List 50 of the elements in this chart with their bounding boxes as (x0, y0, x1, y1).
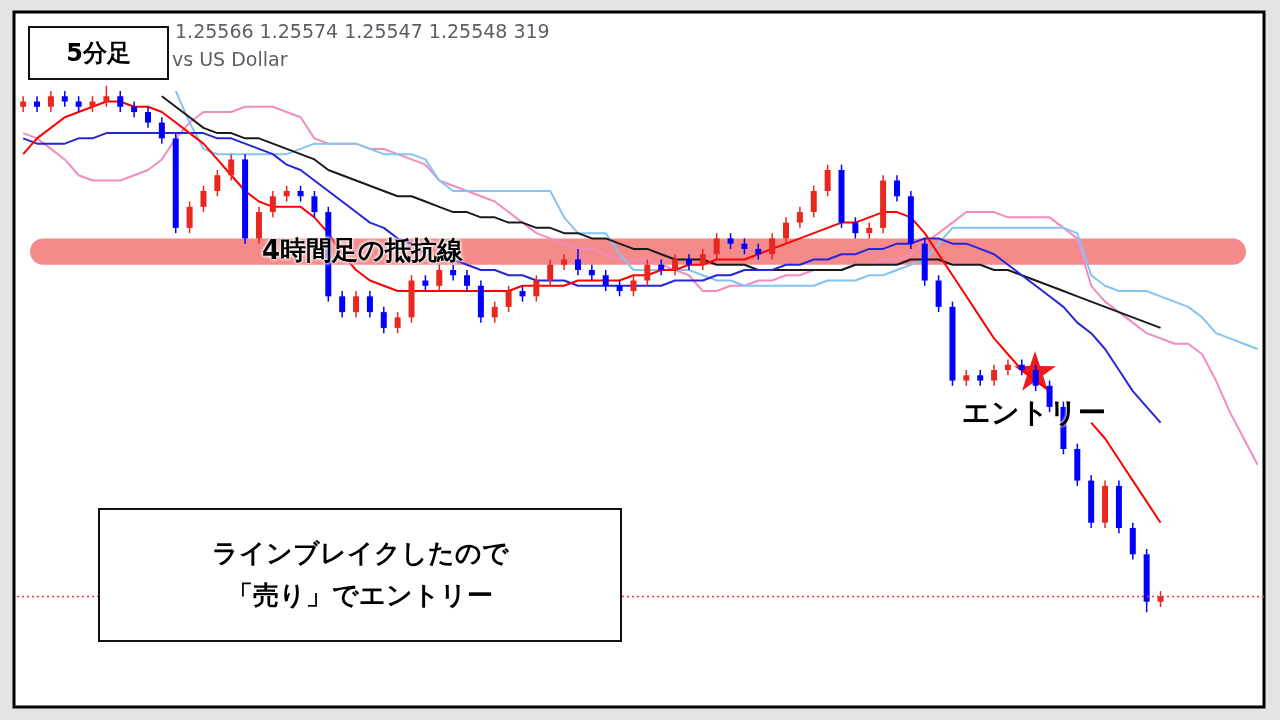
candlestick (228, 153, 235, 182)
candlestick (144, 106, 151, 129)
candlestick (269, 190, 276, 219)
candlestick (852, 216, 859, 240)
candlestick (796, 206, 803, 229)
candlestick (491, 300, 498, 324)
candlestick (200, 185, 207, 213)
candlestick (186, 200, 193, 234)
candlestick (353, 290, 360, 319)
candlestick (394, 311, 401, 334)
candlestick (103, 84, 110, 108)
candlestick (436, 263, 443, 292)
candlestick (380, 306, 387, 334)
candlestick (1004, 358, 1011, 377)
candlestick (366, 290, 373, 319)
candlestick (672, 253, 679, 277)
candlestick (117, 90, 124, 113)
candlestick (810, 185, 817, 219)
candlestick (658, 258, 665, 277)
candlestick (339, 290, 346, 319)
candlestick (464, 269, 471, 292)
candlestick (34, 95, 41, 113)
candlestick (588, 263, 595, 282)
candlestick (602, 269, 609, 292)
candlestick (630, 274, 637, 298)
candlestick (20, 95, 27, 113)
candlestick (505, 285, 512, 313)
candlestick (644, 258, 651, 287)
candlestick (574, 248, 581, 277)
candlestick (1018, 358, 1025, 377)
candlestick (47, 90, 54, 113)
text: vs US Dollar (172, 48, 288, 70)
text-box: 5分足 (28, 26, 169, 80)
candlestick (713, 232, 720, 261)
candlestick (1046, 379, 1053, 413)
candlestick (699, 248, 706, 271)
candlestick (547, 258, 554, 287)
candlestick (1032, 364, 1039, 392)
text-box: ラインブレイクしたので「売り」でエントリー (98, 508, 622, 642)
annotation: ラインブレイクしたので「売り」でエントリー (210, 537, 510, 612)
candlestick (769, 232, 776, 261)
candlestick (991, 364, 998, 387)
candlestick (214, 169, 221, 198)
candlestick (783, 216, 790, 245)
candlestick (311, 190, 318, 219)
candlestick (533, 274, 540, 303)
text: 1.25566 1.25574 1.25547 1.25548 319 (175, 20, 550, 42)
candlestick (158, 116, 165, 145)
candlestick (824, 163, 831, 198)
candlestick (893, 174, 900, 203)
